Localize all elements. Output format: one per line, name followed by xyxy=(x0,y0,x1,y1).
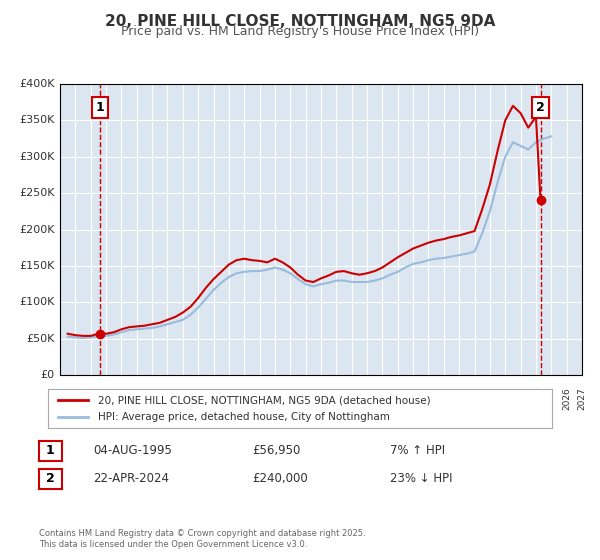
Text: 2021: 2021 xyxy=(485,387,494,409)
Text: 2004: 2004 xyxy=(224,387,233,409)
Text: 2000: 2000 xyxy=(163,387,172,410)
Text: 2: 2 xyxy=(46,472,55,486)
Text: £50K: £50K xyxy=(26,334,55,344)
Text: 1: 1 xyxy=(95,101,104,114)
Text: 2020: 2020 xyxy=(470,387,479,409)
Text: 2017: 2017 xyxy=(424,387,433,410)
Text: 23% ↓ HPI: 23% ↓ HPI xyxy=(390,472,452,486)
Text: 2025: 2025 xyxy=(547,387,556,409)
Text: 22-APR-2024: 22-APR-2024 xyxy=(93,472,169,486)
Text: 1996: 1996 xyxy=(101,387,110,410)
Text: 2023: 2023 xyxy=(516,387,525,409)
Text: 7% ↑ HPI: 7% ↑ HPI xyxy=(390,444,445,458)
Text: 04-AUG-1995: 04-AUG-1995 xyxy=(93,444,172,458)
Text: £400K: £400K xyxy=(19,79,55,89)
Text: 1999: 1999 xyxy=(148,387,157,410)
Text: 2009: 2009 xyxy=(301,387,310,410)
Text: 2016: 2016 xyxy=(409,387,418,410)
Text: £150K: £150K xyxy=(19,261,55,271)
Text: 2: 2 xyxy=(536,101,545,114)
Text: £300K: £300K xyxy=(19,152,55,162)
Text: 2024: 2024 xyxy=(532,387,541,409)
Text: £350K: £350K xyxy=(19,115,55,125)
Text: £0: £0 xyxy=(41,370,55,380)
Text: 2018: 2018 xyxy=(439,387,448,410)
Text: Contains HM Land Registry data © Crown copyright and database right 2025.
This d: Contains HM Land Registry data © Crown c… xyxy=(39,529,365,549)
Text: 1994: 1994 xyxy=(71,387,80,410)
Text: 2010: 2010 xyxy=(317,387,326,410)
Text: 2022: 2022 xyxy=(501,387,510,409)
Text: £56,950: £56,950 xyxy=(252,444,301,458)
Text: £240,000: £240,000 xyxy=(252,472,308,486)
Text: Price paid vs. HM Land Registry's House Price Index (HPI): Price paid vs. HM Land Registry's House … xyxy=(121,25,479,38)
Text: 2003: 2003 xyxy=(209,387,218,410)
Text: 1995: 1995 xyxy=(86,387,95,410)
Text: £250K: £250K xyxy=(19,188,55,198)
Text: £100K: £100K xyxy=(19,297,55,307)
Text: HPI: Average price, detached house, City of Nottingham: HPI: Average price, detached house, City… xyxy=(98,412,390,422)
Text: 1997: 1997 xyxy=(117,387,126,410)
Text: 20, PINE HILL CLOSE, NOTTINGHAM, NG5 9DA (detached house): 20, PINE HILL CLOSE, NOTTINGHAM, NG5 9DA… xyxy=(98,395,431,405)
Text: 2012: 2012 xyxy=(347,387,356,409)
Text: 2007: 2007 xyxy=(271,387,280,410)
Text: 2005: 2005 xyxy=(240,387,249,410)
Text: 2019: 2019 xyxy=(455,387,464,410)
Text: 1: 1 xyxy=(46,444,55,458)
Text: 20, PINE HILL CLOSE, NOTTINGHAM, NG5 9DA: 20, PINE HILL CLOSE, NOTTINGHAM, NG5 9DA xyxy=(105,14,495,29)
Text: 2001: 2001 xyxy=(178,387,187,410)
Text: £200K: £200K xyxy=(19,225,55,235)
Text: 2026: 2026 xyxy=(562,387,571,409)
Text: 2008: 2008 xyxy=(286,387,295,410)
Text: 2015: 2015 xyxy=(393,387,402,410)
Text: 2006: 2006 xyxy=(255,387,264,410)
Text: 2027: 2027 xyxy=(578,387,587,409)
Text: 2013: 2013 xyxy=(362,387,371,410)
Text: 2014: 2014 xyxy=(378,387,387,409)
Text: 1998: 1998 xyxy=(132,387,141,410)
Text: 2002: 2002 xyxy=(194,387,203,409)
Text: 2011: 2011 xyxy=(332,387,341,410)
Text: 1993: 1993 xyxy=(56,387,65,410)
